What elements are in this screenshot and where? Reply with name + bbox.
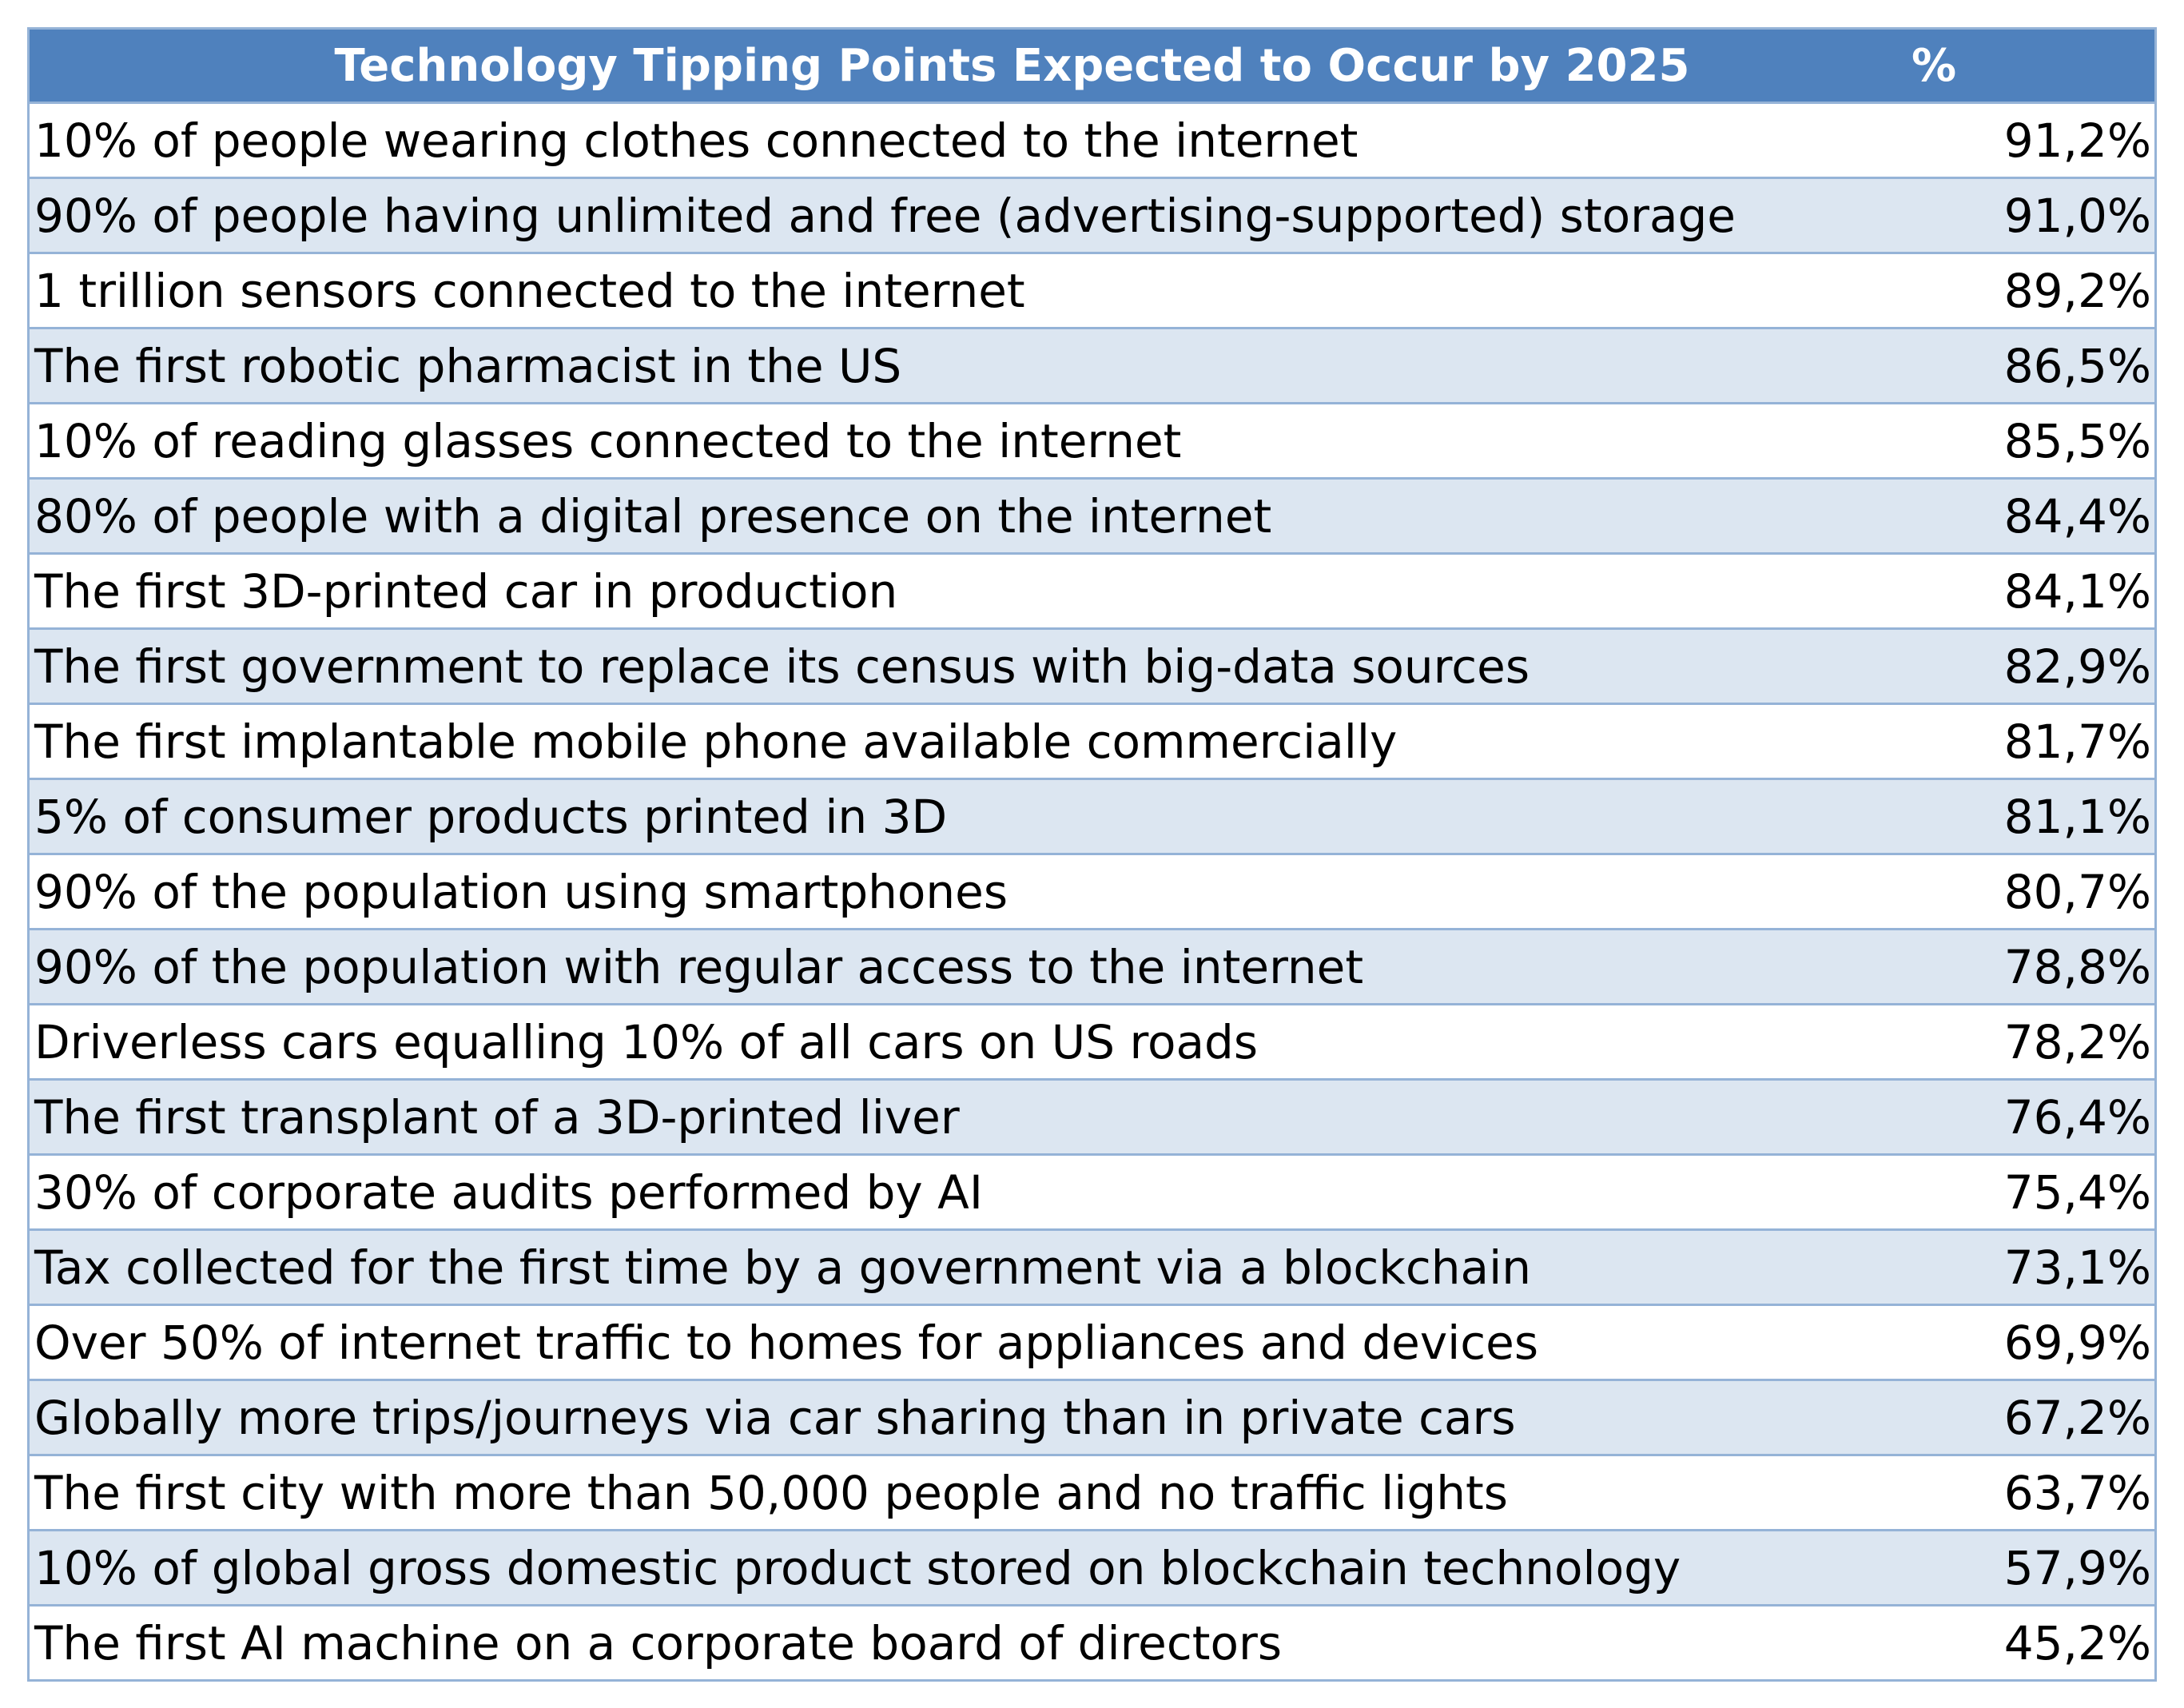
table-row: Over 50% of internet traffic to homes fo… [30,1304,2154,1381]
table-row: 1 trillion sensors connected to the inte… [30,253,2154,329]
row-percent: 91,2% [1867,102,2154,179]
row-percent: 78,8% [1867,929,2154,1005]
row-percent: 81,1% [1867,778,2154,855]
table-row: 90% of people having unlimited and free … [30,177,2154,254]
row-label: The first government to replace its cens… [30,628,1867,705]
row-label: 80% of people with a digital presence on… [30,478,1867,555]
row-percent: 86,5% [1867,328,2154,404]
row-label: The first city with more than 50,000 peo… [30,1455,1867,1531]
row-label: 1 trillion sensors connected to the inte… [30,253,1867,329]
row-label: The first robotic pharmacist in the US [30,328,1867,404]
table-row: The first 3D-printed car in production 84… [30,553,2154,630]
table-row: 30% of corporate audits performed by AI 7… [30,1154,2154,1231]
table-row: The first implantable mobile phone avail… [30,703,2154,780]
row-percent: 73,1% [1867,1229,2154,1306]
table-row: The first transplant of a 3D-printed liv… [30,1079,2154,1156]
row-percent: 69,9% [1867,1304,2154,1381]
row-label: 10% of global gross domestic product sto… [30,1530,1867,1606]
row-label: The first transplant of a 3D-printed liv… [30,1079,1867,1156]
table-row: 80% of people with a digital presence on… [30,478,2154,555]
row-label: The first AI machine on a corporate boar… [30,1605,1867,1679]
row-label: 30% of corporate audits performed by AI [30,1154,1867,1231]
row-label: 5% of consumer products printed in 3D [30,778,1867,855]
row-percent: 84,1% [1867,553,2154,630]
table-header: Technology Tipping Points Expected to Oc… [30,30,2154,104]
row-percent: 63,7% [1867,1455,2154,1531]
table-body: 10% of people wearing clothes connected … [30,102,2154,1679]
row-label: Globally more trips/journeys via car sha… [30,1380,1867,1456]
table-row: Tax collected for the first time by a go… [30,1229,2154,1306]
row-percent: 78,2% [1867,1004,2154,1081]
table-row: 90% of the population with regular acces… [30,929,2154,1005]
row-percent: 81,7% [1867,703,2154,780]
row-label: 10% of reading glasses connected to the … [30,403,1867,480]
table-row: Driverless cars equalling 10% of all car… [30,1004,2154,1081]
row-label: 90% of the population using smartphones [30,854,1867,930]
row-percent: 84,4% [1867,478,2154,555]
table-row: 10% of reading glasses connected to the … [30,403,2154,480]
row-label: The first 3D-printed car in production [30,553,1867,630]
row-percent: 89,2% [1867,253,2154,329]
row-label: Driverless cars equalling 10% of all car… [30,1004,1867,1081]
table-row: The first government to replace its cens… [30,628,2154,705]
table-row: The first city with more than 50,000 peo… [30,1455,2154,1531]
tipping-points-table: Technology Tipping Points Expected to Oc… [30,30,2154,1679]
row-percent: 80,7% [1867,854,2154,930]
row-label: The first implantable mobile phone avail… [30,703,1867,780]
row-label: 90% of people having unlimited and free … [30,177,1867,254]
row-percent: 67,2% [1867,1380,2154,1456]
row-label: 10% of people wearing clothes connected … [30,102,1867,179]
table-row: 5% of consumer products printed in 3D 81,… [30,778,2154,855]
table-row: 10% of global gross domestic product sto… [30,1530,2154,1606]
row-percent: 45,2% [1867,1605,2154,1679]
row-label: Over 50% of internet traffic to homes fo… [30,1304,1867,1381]
table-row: Globally more trips/journeys via car sha… [30,1380,2154,1456]
row-label: 90% of the population with regular acces… [30,929,1867,1005]
table-row: The first robotic pharmacist in the US 86… [30,328,2154,404]
table-row: The first AI machine on a corporate boar… [30,1605,2154,1679]
header-row: Technology Tipping Points Expected to Oc… [30,30,2154,104]
row-percent: 76,4% [1867,1079,2154,1156]
row-percent: 82,9% [1867,628,2154,705]
row-label: Tax collected for the first time by a go… [30,1229,1867,1306]
row-percent: 57,9% [1867,1530,2154,1606]
row-percent: 85,5% [1867,403,2154,480]
table-row: 10% of people wearing clothes connected … [30,102,2154,179]
row-percent: 75,4% [1867,1154,2154,1231]
header-percent: % [1867,30,2154,104]
table-row: 90% of the population using smartphones 8… [30,854,2154,930]
row-percent: 91,0% [1867,177,2154,254]
tipping-points-table-container: Technology Tipping Points Expected to Oc… [27,27,2157,1682]
header-title: Technology Tipping Points Expected to Oc… [30,30,1867,104]
